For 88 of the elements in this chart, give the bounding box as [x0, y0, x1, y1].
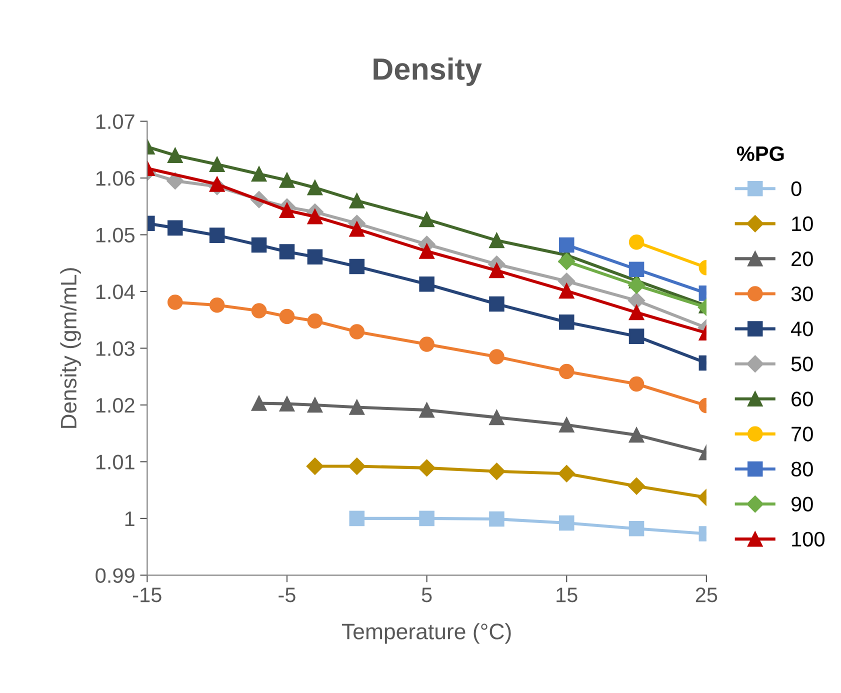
point [307, 180, 323, 196]
point [279, 202, 295, 218]
y-tick-label: 1.07 [96, 114, 134, 130]
point [349, 258, 365, 274]
y-tick-label: 1.05 [96, 228, 134, 243]
point [209, 156, 225, 172]
point [628, 427, 644, 443]
y-tick-label: 1.04 [96, 284, 135, 300]
y-axis-title: Density (gm/mL) [60, 268, 81, 428]
point [489, 410, 504, 426]
point [209, 297, 225, 313]
legend-label: 0 [791, 181, 802, 196]
point [419, 244, 434, 259]
point [558, 417, 574, 432]
y-tick-label: 0.99 [96, 568, 134, 583]
point [628, 328, 644, 344]
legend-label: 30 [791, 286, 813, 302]
point [628, 262, 644, 278]
point [489, 296, 504, 312]
point [628, 276, 646, 294]
point [558, 465, 576, 482]
point [419, 402, 434, 418]
point [279, 396, 295, 412]
x-tick-label: -15 [133, 588, 162, 602]
point [628, 478, 646, 495]
chart-title: Density [374, 57, 482, 86]
point [418, 459, 436, 477]
point [628, 376, 644, 392]
point [279, 172, 295, 188]
x-tick-label: 25 [696, 588, 718, 602]
point [489, 349, 504, 364]
point [307, 249, 323, 265]
point [307, 313, 323, 329]
point [349, 221, 365, 237]
x-tick-label: 5 [422, 588, 432, 602]
point [348, 458, 366, 475]
legend-label: 70 [792, 426, 813, 442]
point [349, 193, 365, 208]
point [628, 521, 644, 536]
y-tick-label: 1.01 [96, 454, 134, 470]
x-tick-label: 15 [556, 588, 578, 602]
legend-label: 40 [791, 322, 813, 336]
point [558, 283, 574, 299]
x-axis-title: Temperature (°C) [342, 623, 511, 644]
x-tick-label: -5 [278, 588, 296, 602]
point [489, 511, 504, 527]
point [209, 176, 225, 192]
legend-label: 60 [792, 392, 813, 406]
y-tick-label: 1.02 [96, 398, 134, 413]
point [168, 148, 183, 163]
point [419, 276, 434, 292]
y-tick-label: 1 [125, 512, 134, 526]
legend-label: 20 [792, 251, 813, 266]
legend-title: %PG [736, 146, 784, 162]
point [307, 397, 323, 413]
legend-label: 10 [792, 216, 813, 232]
point [628, 292, 646, 310]
legend-label: 50 [791, 356, 813, 372]
point [168, 220, 183, 236]
point [628, 304, 644, 320]
point [419, 212, 434, 228]
point [419, 336, 434, 352]
y-tick-label: 1.06 [96, 171, 134, 186]
point [349, 324, 365, 340]
point [349, 400, 365, 415]
point [279, 308, 295, 324]
point [306, 458, 324, 475]
legend-label: 100 [792, 532, 824, 547]
point [251, 166, 267, 182]
point [558, 314, 574, 330]
point [251, 237, 267, 253]
point [489, 232, 504, 248]
point [166, 172, 184, 190]
point [419, 510, 434, 526]
point [558, 364, 574, 380]
legend-label: 80 [791, 462, 813, 476]
point [168, 294, 183, 310]
point [251, 303, 267, 318]
point [279, 244, 295, 260]
point [307, 208, 323, 224]
y-tick-label: 1.03 [96, 341, 134, 356]
legend-label: 90 [792, 496, 813, 512]
point [489, 262, 504, 278]
point [558, 515, 574, 531]
point [251, 396, 267, 411]
point [209, 228, 225, 243]
point [488, 462, 506, 480]
point [349, 510, 365, 526]
